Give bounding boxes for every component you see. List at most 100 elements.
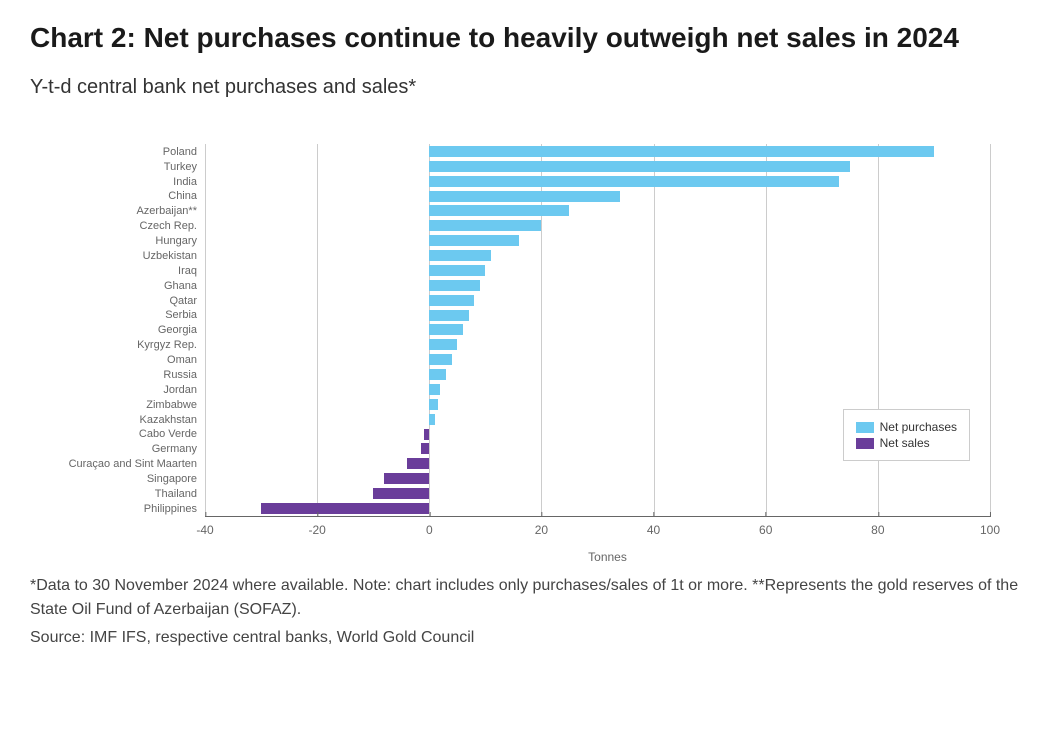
bar-row: Iraq bbox=[205, 263, 990, 278]
bar-row: Jordan bbox=[205, 382, 990, 397]
x-tick-label: 20 bbox=[535, 523, 548, 537]
x-axis-title: Tonnes bbox=[205, 550, 1010, 564]
bar-row: Serbia bbox=[205, 308, 990, 323]
bar-purchase bbox=[429, 399, 437, 410]
bar-label: Turkey bbox=[164, 161, 197, 173]
bar-label: Uzbekistan bbox=[143, 250, 197, 262]
bar-sale bbox=[424, 429, 430, 440]
bar-label: Russia bbox=[163, 369, 197, 381]
x-axis: -40-20020406080100 bbox=[205, 516, 990, 546]
x-tick-label: 100 bbox=[980, 523, 1000, 537]
bar-label: Zimbabwe bbox=[146, 399, 197, 411]
bar-purchase bbox=[429, 414, 435, 425]
bar-purchase bbox=[429, 339, 457, 350]
bar-purchase bbox=[429, 235, 519, 246]
bar-label: Jordan bbox=[163, 384, 197, 396]
bar-row: Czech Rep. bbox=[205, 219, 990, 234]
x-tick: 20 bbox=[535, 517, 548, 537]
bar-purchase bbox=[429, 310, 468, 321]
bar-purchase bbox=[429, 220, 541, 231]
bar-row: Georgia bbox=[205, 323, 990, 338]
plot-area: PolandTurkeyIndiaChinaAzerbaijan**Czech … bbox=[205, 144, 990, 516]
bar-row: Poland bbox=[205, 144, 990, 159]
bar-purchase bbox=[429, 384, 440, 395]
bar-sale bbox=[373, 488, 429, 499]
footnote-2: Source: IMF IFS, respective central bank… bbox=[30, 626, 1019, 650]
bar-purchase bbox=[429, 176, 838, 187]
bar-label: Iraq bbox=[178, 265, 197, 277]
bar-purchase bbox=[429, 295, 474, 306]
bar-purchase bbox=[429, 205, 569, 216]
bar-label: Kyrgyz Rep. bbox=[137, 339, 197, 351]
bar-label: Azerbaijan** bbox=[136, 205, 197, 217]
bar-label: Serbia bbox=[165, 309, 197, 321]
bar-purchase bbox=[429, 354, 451, 365]
bar-purchase bbox=[429, 191, 620, 202]
bar-label: Singapore bbox=[147, 473, 197, 485]
bar-row: China bbox=[205, 189, 990, 204]
footnote-1: *Data to 30 November 2024 where availabl… bbox=[30, 574, 1019, 622]
bar-purchase bbox=[429, 369, 446, 380]
x-tick: 40 bbox=[647, 517, 660, 537]
legend-swatch bbox=[856, 422, 874, 433]
bar-row: Kyrgyz Rep. bbox=[205, 338, 990, 353]
bar-label: Czech Rep. bbox=[140, 220, 197, 232]
bar-purchase bbox=[429, 250, 491, 261]
x-tick-label: -20 bbox=[308, 523, 325, 537]
bar-row: Oman bbox=[205, 353, 990, 368]
bar-label: Thailand bbox=[155, 488, 197, 500]
bar-purchase bbox=[429, 324, 463, 335]
bar-label: Oman bbox=[167, 354, 197, 366]
bar-label: Poland bbox=[163, 146, 197, 158]
bar-label: Georgia bbox=[158, 324, 197, 336]
bar-label: Kazakhstan bbox=[140, 414, 197, 426]
bar-label: India bbox=[173, 176, 197, 188]
bar-row: Turkey bbox=[205, 159, 990, 174]
bar-row: Russia bbox=[205, 368, 990, 383]
x-tick-label: -40 bbox=[196, 523, 213, 537]
x-tick: 0 bbox=[426, 517, 433, 537]
x-tick: 80 bbox=[871, 517, 884, 537]
bar-sale bbox=[407, 458, 429, 469]
bar-row: Ghana bbox=[205, 278, 990, 293]
chart-subtitle: Y-t-d central bank net purchases and sal… bbox=[30, 76, 1019, 99]
legend-item: Net purchases bbox=[856, 420, 957, 434]
bar-sale bbox=[421, 443, 429, 454]
bar-label: Ghana bbox=[164, 280, 197, 292]
bar-label: Curaçao and Sint Maarten bbox=[69, 458, 197, 470]
bar-row: Hungary bbox=[205, 234, 990, 249]
legend-label: Net purchases bbox=[880, 420, 957, 434]
bar-sale bbox=[261, 503, 429, 514]
bar-purchase bbox=[429, 161, 850, 172]
bar-purchase bbox=[429, 146, 934, 157]
bar-label: China bbox=[168, 190, 197, 202]
bar-label: Philippines bbox=[144, 503, 197, 515]
legend-label: Net sales bbox=[880, 436, 930, 450]
bar-row: Azerbaijan** bbox=[205, 204, 990, 219]
bar-row: Philippines bbox=[205, 501, 990, 516]
bar-row: Qatar bbox=[205, 293, 990, 308]
x-tick: -40 bbox=[196, 517, 213, 537]
chart-container: PolandTurkeyIndiaChinaAzerbaijan**Czech … bbox=[50, 144, 1010, 564]
x-tick-label: 60 bbox=[759, 523, 772, 537]
bar-row: Singapore bbox=[205, 472, 990, 487]
legend-item: Net sales bbox=[856, 436, 957, 450]
bar-purchase bbox=[429, 280, 479, 291]
x-tick: 60 bbox=[759, 517, 772, 537]
bar-row: India bbox=[205, 174, 990, 189]
bar-label: Germany bbox=[152, 443, 197, 455]
x-tick-label: 80 bbox=[871, 523, 884, 537]
x-tick-label: 0 bbox=[426, 523, 433, 537]
legend: Net purchases Net sales bbox=[843, 409, 970, 461]
bar-label: Cabo Verde bbox=[139, 428, 197, 440]
x-tick: -20 bbox=[308, 517, 325, 537]
x-tick: 100 bbox=[980, 517, 1000, 537]
x-tick-label: 40 bbox=[647, 523, 660, 537]
grid-line bbox=[990, 144, 991, 516]
bar-label: Hungary bbox=[155, 235, 197, 247]
bar-label: Qatar bbox=[169, 295, 197, 307]
bar-purchase bbox=[429, 265, 485, 276]
bar-row: Thailand bbox=[205, 487, 990, 502]
chart-title: Chart 2: Net purchases continue to heavi… bbox=[30, 20, 1019, 56]
bar-row: Uzbekistan bbox=[205, 249, 990, 264]
